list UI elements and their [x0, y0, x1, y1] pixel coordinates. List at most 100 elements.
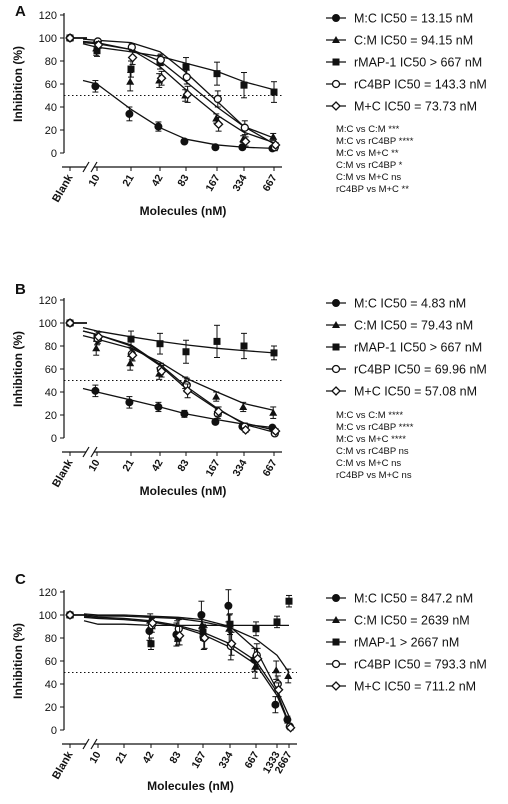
panel-c-y-tick-label: 60	[45, 656, 57, 668]
panel-b-x-tick-label: 21	[120, 457, 136, 473]
panel-b-x-tick-label: 83	[175, 457, 191, 473]
panel-b-legend-marker	[332, 343, 340, 351]
panel-a-stat-line: M:C vs rC4BP ****	[336, 136, 414, 147]
panel-c-series-1-point-marker	[224, 601, 233, 610]
panel-b-series-5-point-marker	[213, 406, 224, 417]
panel-b-label: B	[15, 281, 26, 298]
panel-b-stat-line: C:M vs rC4BP ns	[336, 446, 409, 457]
panel-c-y-tick-label: 80	[45, 633, 57, 645]
panel-b-series-5-point-marker	[127, 350, 138, 361]
panel-b-x-tick-label: 10	[86, 457, 102, 473]
panel-b-series-3-point-marker	[156, 340, 164, 348]
panel-c-series-5-point-marker	[147, 618, 158, 628]
panel-c-series-3-point-marker	[147, 640, 155, 648]
panel-c-x-tick-label: 10	[87, 749, 103, 765]
panel-a-series-3-point-marker	[213, 70, 221, 78]
panel-a-series-1-point-marker	[211, 143, 220, 152]
panel-a-series-1-point-marker	[180, 137, 189, 146]
panel-b-legend-entry: M:C IC50 = 4.83 nM	[354, 297, 466, 311]
panel-a-stats: M:C vs C:M ***M:C vs rC4BP ****M:C vs M+…	[336, 124, 414, 195]
panel-c-legend-entry: C:M IC50 = 2639 nM	[354, 614, 470, 628]
panel-c-series-group	[65, 589, 296, 733]
panel-c-series-3-point-marker	[273, 618, 281, 626]
panel-b-x-tick-label: 334	[230, 457, 249, 478]
panel-c-legend-entry: rMAP-1 > 2667 nM	[354, 636, 459, 650]
panel-a-series-2-point-marker	[269, 132, 278, 140]
panel-b-series-5-point-marker	[156, 366, 167, 377]
panel-a-series-5-point-marker	[213, 119, 224, 130]
panel-b-y-axis-label: Inhibition (%)	[11, 331, 25, 407]
panel-a-series-4-point-marker	[240, 123, 249, 132]
panel-b-series-1-point-marker	[91, 386, 100, 395]
panel-a-series-1-point-marker	[91, 82, 100, 91]
panel-a-series-5-point-marker	[270, 140, 281, 150]
panel-a-legend-marker	[332, 58, 340, 66]
panel-c-x-axis-label: Molecules (nM)	[147, 779, 234, 793]
panel-a-series-5-point-marker	[93, 39, 104, 50]
panel-a-series-1-point-marker	[154, 122, 163, 131]
panel-a-series-3-point-marker	[182, 63, 190, 71]
panel-c-series-1-point-marker	[197, 611, 206, 619]
panel-b-legend-marker	[332, 321, 340, 328]
panel-a-x-axis-label: Molecules (nM)	[140, 204, 227, 218]
panel-c-legend-entry: M:C IC50 = 847.2 nM	[354, 592, 473, 606]
panel-b-series-2-point-marker	[92, 344, 101, 352]
panel-b-y-tick-label: 100	[39, 318, 57, 330]
panel-b-stat-line: M:C vs C:M ****	[336, 410, 403, 421]
panel-c-label: C	[15, 571, 26, 588]
panel-a-series-5-point-marker	[240, 136, 251, 147]
panel-a-series-1-point-marker	[238, 143, 247, 152]
panel-a-y-tick-label: 60	[45, 79, 57, 91]
panel-b: B 0 20 40 60 80 100 120 Inhibition (%) Blank 10 21 4…	[11, 281, 487, 498]
panel-c-series-2-point-marker	[272, 666, 281, 674]
panel-a-series-5-point-marker	[127, 52, 138, 63]
panel-a-series-5-point-marker	[182, 89, 193, 100]
panel-c-series-5-point-marker	[174, 630, 185, 641]
panel-b-legend-entry: M+C IC50 = 57.08 nM	[354, 385, 477, 399]
panel-a-series-5-point-marker	[156, 73, 167, 84]
panel-c-x-tick-label: 21	[113, 749, 129, 765]
panel-c-series-3-point-marker	[252, 625, 260, 633]
panel-b-series-3-point-marker	[270, 349, 278, 357]
panel-a-y-tick-label: 20	[45, 125, 57, 137]
panel-a-label: A	[15, 3, 26, 20]
panel-b-series-1-point-marker	[180, 409, 189, 418]
panel-c-y-tick-label: 40	[45, 679, 57, 691]
panel-b-stats: M:C vs C:M ****M:C vs rC4BP ****M:C vs M…	[336, 410, 414, 481]
panel-c: C 0 20 40 60 80 100 120 Inhibition (%) Blank 10 21 4…	[11, 571, 487, 793]
panel-a-y-tick-label: 100	[39, 33, 57, 45]
panel-a-series-4-point-marker	[156, 55, 165, 64]
panel-c-legend: M:C IC50 = 847.2 nM C:M IC50 = 2639 nM rMA…	[326, 592, 487, 694]
panel-b-stat-line: rC4BP vs M+C ns	[336, 470, 412, 481]
panel-a-series-group	[65, 33, 281, 153]
panel-b-y-tick-label: 120	[39, 295, 57, 307]
panel-a-x-tick-label: 42	[149, 172, 165, 188]
panel-b-x-tick-label: 167	[203, 457, 222, 478]
panel-a-x-tick-label: 10	[86, 172, 102, 188]
panel-c-series-1-point-marker	[271, 700, 280, 709]
panel-a-stat-line: M:C vs C:M ***	[336, 124, 400, 135]
panel-a-x-tick-label: 21	[120, 172, 136, 188]
panel-b-series-2-point-marker	[212, 392, 221, 400]
panel-b-x-blank-label: Blank	[50, 457, 76, 490]
panel-c-x-tick-label: 42	[140, 749, 156, 765]
panel-c-series-5-point-marker	[226, 638, 237, 649]
panel-c-y-tick-label: 20	[45, 702, 57, 714]
panel-b-series-group	[65, 318, 281, 438]
panel-c-axis-break	[82, 738, 90, 750]
panel-b-axis-break	[82, 446, 90, 458]
panel-b-legend: M:C IC50 = 4.83 nM C:M IC50 = 79.43 nM rMA…	[326, 297, 487, 399]
panel-c-series-2-point-marker	[225, 624, 234, 632]
panel-a-legend-marker	[332, 36, 340, 43]
panel-a-legend-entry: C:M IC50 = 94.15 nM	[354, 34, 473, 48]
panel-b-y-tick-label: 20	[45, 410, 57, 422]
panel-c-x-tick-label: 83	[167, 749, 183, 765]
panel-b-stat-line: C:M vs M+C ns	[336, 458, 401, 469]
panel-a-series-3-point-marker	[240, 81, 248, 89]
panel-b-stat-line: M:C vs M+C ****	[336, 434, 406, 445]
panel-c-series-3-point-marker	[285, 597, 293, 605]
panel-b-series-3-point-marker	[127, 335, 135, 343]
panel-a-legend-entry: rC4BP IC50 = 143.3 nM	[354, 78, 487, 92]
panel-c-y-axis-label: Inhibition (%)	[11, 623, 25, 699]
